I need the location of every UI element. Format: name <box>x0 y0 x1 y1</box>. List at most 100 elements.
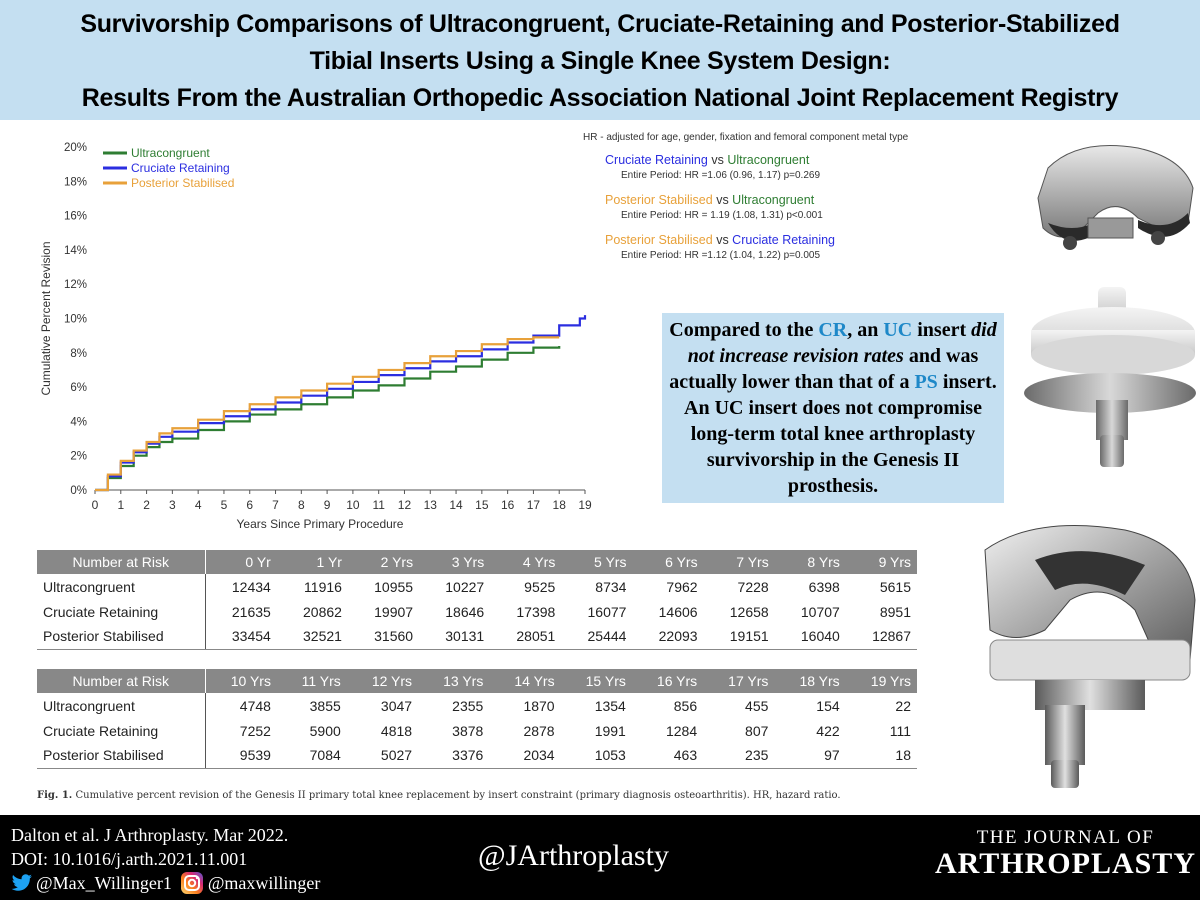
twitter-handle[interactable]: @Max_Willinger1 <box>36 873 172 893</box>
risk-col-header: 6 Yrs <box>632 550 704 574</box>
x-tick-label: 8 <box>298 498 305 512</box>
table-cell: 9539 <box>205 743 277 769</box>
callout-ps: PS <box>914 371 938 393</box>
journal-logo: THE JOURNAL OF ARTHROPLASTY <box>935 827 1196 881</box>
y-tick-label: 18% <box>64 176 87 188</box>
instagram-handle[interactable]: @maxwillinger <box>207 873 321 893</box>
table-cell: 2034 <box>489 743 561 769</box>
x-tick-label: 13 <box>424 498 438 512</box>
hr-vs: vs <box>711 153 724 167</box>
legend-label: Ultracongruent <box>131 146 210 160</box>
twitter-icon <box>11 874 32 891</box>
table-cell: 16077 <box>587 603 627 620</box>
hr-detail: Entire Period: HR = 1.19 (1.08, 1.31) p<… <box>621 210 823 221</box>
table-cell: 807 <box>745 722 769 739</box>
table-cell: 235 <box>703 743 775 769</box>
y-tick-label: 4% <box>70 416 87 428</box>
table-cell: 28051 <box>490 624 562 650</box>
table-cell: 3047 <box>380 697 413 714</box>
footer-bar: Dalton et al. J Arthroplasty. Mar 2022. … <box>0 815 1200 900</box>
risk-col-header: 5 Yrs <box>561 550 633 574</box>
table-cell: 19907 <box>374 603 414 620</box>
table-cell: 97 <box>774 743 846 769</box>
callout-text: and was actually lower than that of a <box>669 345 979 393</box>
risk-col-header: 9 Yrs <box>845 550 917 574</box>
figure-caption: Fig. 1. Cumulative percent revision of t… <box>37 790 917 801</box>
callout-cr: CR <box>818 319 848 341</box>
risk-col-header: 17 Yrs <box>703 669 775 693</box>
table-cell: 10707 <box>800 603 840 620</box>
table-cell: 7962 <box>666 578 698 595</box>
x-tick-label: 9 <box>324 498 331 512</box>
x-tick-label: 7 <box>272 498 279 512</box>
risk-col-header: 19 Yrs <box>845 669 917 693</box>
risk-table-1: Number at Risk 0 Yr 1 Yr 2 Yrs 3 Yrs 4 Y… <box>37 550 917 650</box>
row-label: Ultracongruent <box>37 574 206 599</box>
legend-label: Posterior Stabilised <box>131 176 234 190</box>
table-cell: 4818 <box>380 722 413 739</box>
table-cell: 856 <box>673 697 698 714</box>
table-cell: 5027 <box>346 743 419 769</box>
table-cell: 12867 <box>845 624 917 650</box>
row-label: Posterior Stabilised <box>37 743 206 769</box>
table-cell: 2355 <box>452 697 484 714</box>
x-tick-label: 5 <box>221 498 228 512</box>
risk-col-header: 16 Yrs <box>631 669 704 693</box>
table-row: Ultracongruent 12434 11916 10955 10227 9… <box>37 574 917 599</box>
table-cell: 12434 <box>231 578 271 595</box>
risk-header-label: Number at Risk <box>37 550 206 574</box>
table-cell: 1991 <box>594 722 626 739</box>
table-cell: 25444 <box>561 624 633 650</box>
risk-col-header: 1 Yr <box>276 550 348 574</box>
table-cell: 31560 <box>347 624 420 650</box>
hr-comparison: Posterior Stabilised vs Cruciate Retaini… <box>605 232 943 263</box>
x-tick-label: 10 <box>346 498 360 512</box>
table-cell: 7228 <box>737 578 769 595</box>
hr-note: HR - adjusted for age, gender, fixation … <box>583 132 909 143</box>
caption-label: Fig. 1. <box>37 790 73 801</box>
social-row: @Max_Willinger1 @maxwillinger <box>11 871 320 895</box>
table-cell: 3376 <box>418 743 490 769</box>
table-cell: 5900 <box>309 722 341 739</box>
row-label: Cruciate Retaining <box>37 718 206 743</box>
hr-group-a: Posterior Stabilised <box>605 233 713 247</box>
row-label: Cruciate Retaining <box>37 599 206 624</box>
instagram-icon <box>180 872 203 894</box>
uc-insert-image <box>1037 145 1194 250</box>
citation-text: Dalton et al. J Arthroplasty. Mar 2022. <box>11 825 289 845</box>
table-cell: 17398 <box>516 603 556 620</box>
hr-comparison: Cruciate Retaining vs Ultracongruent Ent… <box>605 152 943 183</box>
table-cell: 20862 <box>303 603 342 620</box>
x-tick-label: 6 <box>246 498 253 512</box>
hr-group-b: Ultracongruent <box>732 193 815 207</box>
table-cell: 8734 <box>595 578 627 595</box>
table-row: Cruciate Retaining 21635 20862 19907 186… <box>37 599 917 624</box>
risk-col-header: 8 Yrs <box>774 550 846 574</box>
table-cell: 11916 <box>304 578 342 595</box>
table-row: Cruciate Retaining 7252 5900 4818 3878 2… <box>37 718 917 743</box>
callout-text: insert. An UC insert does not compromise… <box>684 371 997 497</box>
table-cell: 10955 <box>374 578 414 595</box>
x-tick-label: 19 <box>578 498 592 512</box>
x-tick-label: 2 <box>143 498 150 512</box>
title-line-3: Results From the Australian Orthopedic A… <box>81 84 1119 112</box>
hazard-ratio-block: HR - adjusted for age, gender, fixation … <box>583 132 943 272</box>
revision-chart: 0 1 2 3 4 5 6 7 8 9 10 11 12 13 14 15 16 17 18 190%2%4%6%8%… <box>39 142 592 531</box>
journal-handle[interactable]: @JArthroplasty <box>478 839 669 872</box>
table-cell: 154 <box>816 697 840 714</box>
x-tick-label: 17 <box>527 498 541 512</box>
y-tick-label: 2% <box>70 451 87 463</box>
table-cell: 18646 <box>445 603 485 620</box>
table-cell: 33454 <box>205 624 277 650</box>
doi-text: DOI: 10.1016/j.arth.2021.11.001 <box>11 849 248 869</box>
y-tick-label: 12% <box>64 279 87 291</box>
table-cell: 12658 <box>729 603 769 620</box>
conclusion-callout: Compared to the CR, an UC insert did not… <box>662 313 1004 503</box>
table-cell: 1053 <box>560 743 632 769</box>
y-tick-label: 6% <box>70 382 87 394</box>
x-tick-label: 3 <box>169 498 176 512</box>
journal-logo-main: ARTHROPLASTY <box>935 847 1196 880</box>
risk-table-2: Number at Risk 10 Yrs 11 Yrs 12 Yrs 13 Y… <box>37 669 917 769</box>
hr-detail: Entire Period: HR =1.06 (0.96, 1.17) p=0… <box>621 170 821 181</box>
risk-col-header: 0 Yr <box>205 550 277 574</box>
